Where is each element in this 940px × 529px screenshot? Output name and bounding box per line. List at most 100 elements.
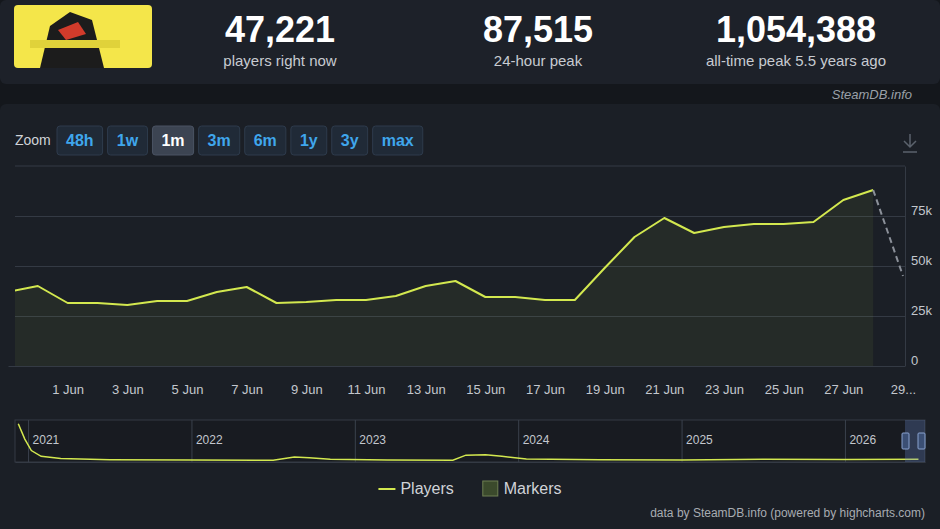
stat-value: 47,221 bbox=[225, 9, 335, 50]
navigator-x-tick: 2025 bbox=[682, 420, 713, 462]
x-tick-label: 19 Jun bbox=[586, 382, 625, 397]
x-tick-label: 17 Jun bbox=[526, 382, 565, 397]
y-tick-label: 50k bbox=[911, 253, 932, 268]
x-tick: 23 Jun bbox=[705, 366, 744, 397]
thumbnail-logo-band bbox=[30, 40, 120, 48]
zoom-button[interactable]: 1m bbox=[152, 126, 193, 155]
legend-label[interactable]: Players bbox=[400, 480, 453, 497]
navigator-x-tick-label: 2025 bbox=[686, 433, 713, 447]
x-tick-label: 27 Jun bbox=[824, 382, 863, 397]
navigator-plot bbox=[18, 424, 918, 460]
zoom-button-label[interactable]: 3m bbox=[208, 132, 231, 149]
x-tick: 9 Jun bbox=[291, 366, 323, 397]
x-tick: 3 Jun bbox=[112, 366, 144, 397]
zoom-button[interactable]: 3y bbox=[332, 126, 368, 155]
zoom-label: Zoom bbox=[15, 132, 51, 148]
x-tick: 15 Jun bbox=[466, 366, 505, 397]
legend-label[interactable]: Markers bbox=[504, 480, 562, 497]
thumbnail-background bbox=[14, 5, 152, 68]
grid-line bbox=[15, 216, 905, 217]
x-tick-label: 3 Jun bbox=[112, 382, 144, 397]
navigator-x-tick-label: 2022 bbox=[196, 433, 223, 447]
credit: data by SteamDB.info (powered by highcha… bbox=[650, 506, 925, 520]
navigator-x-axis: 2021 2022 2023 2024 2025 2026 bbox=[16, 420, 926, 463]
zoom-button-box[interactable] bbox=[332, 126, 368, 155]
selection-handle[interactable] bbox=[902, 433, 909, 449]
navigator-x-tick-label: 2024 bbox=[523, 433, 550, 447]
navigator-grid-line bbox=[355, 420, 356, 462]
zoom-button-box[interactable] bbox=[245, 126, 286, 155]
legend-swatch[interactable] bbox=[483, 481, 498, 496]
zoom-button-label[interactable]: 1y bbox=[300, 132, 318, 149]
x-tick-label: 5 Jun bbox=[172, 382, 204, 397]
zoom-button-label[interactable]: max bbox=[382, 132, 414, 149]
navigator-x-tick: 2024 bbox=[519, 420, 550, 462]
plot-frame-top bbox=[15, 166, 905, 167]
navigator-x-tick: 2023 bbox=[355, 420, 386, 462]
zoom-button-box[interactable] bbox=[108, 126, 148, 155]
download-icon[interactable] bbox=[903, 134, 917, 152]
zoom-button[interactable]: 48h bbox=[57, 126, 103, 155]
legend: Players Markers bbox=[378, 480, 561, 497]
navigator-grid-line bbox=[191, 420, 192, 462]
zoom-button[interactable]: 1y bbox=[291, 126, 327, 155]
x-tick-label: 7 Jun bbox=[231, 382, 263, 397]
x-tick: 5 Jun bbox=[172, 366, 204, 397]
stat-value: 87,515 bbox=[483, 9, 593, 50]
navigator-x-axis-line bbox=[16, 462, 926, 463]
chart-panel bbox=[0, 104, 940, 529]
x-tick-label: 11 Jun bbox=[347, 382, 385, 397]
navigator-grid-line bbox=[845, 420, 846, 462]
stat-label: all-time peak 5.5 years ago bbox=[706, 52, 886, 69]
x-tick: 13 Jun bbox=[407, 366, 446, 397]
navigator-x-tick-label: 2021 bbox=[33, 433, 60, 447]
y-tick-label: 0 bbox=[911, 353, 918, 368]
x-tick: 29... bbox=[891, 366, 916, 397]
zoom-button-label[interactable]: 48h bbox=[66, 132, 94, 149]
x-axis: 1 Jun 3 Jun 5 Jun 7 Jun 9 Jun 11 Jun 13 Jun 15 … bbox=[9, 366, 917, 397]
source-label: SteamDB.info bbox=[832, 87, 912, 102]
x-tick: 11 Jun bbox=[347, 366, 385, 397]
x-tick-label: 21 Jun bbox=[645, 382, 684, 397]
navigator-x-tick: 2021 bbox=[29, 420, 60, 462]
zoom-button-label[interactable]: 6m bbox=[254, 132, 277, 149]
selection-handle[interactable] bbox=[918, 433, 925, 449]
zoom-button[interactable]: 3m bbox=[199, 126, 240, 155]
x-tick: 19 Jun bbox=[586, 366, 625, 397]
zoom-button-label[interactable]: 1m bbox=[161, 132, 184, 149]
zoom-button-label[interactable]: 1w bbox=[117, 132, 139, 149]
zoom-button-box[interactable] bbox=[291, 126, 327, 155]
x-tick-label: 9 Jun bbox=[291, 382, 323, 397]
navigator-frame bbox=[15, 420, 925, 462]
series-line bbox=[873, 190, 903, 276]
x-tick-label: 13 Jun bbox=[407, 382, 446, 397]
x-tick: 27 Jun bbox=[824, 366, 863, 397]
zoom-button-box[interactable] bbox=[57, 126, 103, 155]
zoom-button-box[interactable] bbox=[373, 126, 423, 155]
x-tick-label: 25 Jun bbox=[765, 382, 804, 397]
stat: 47,221players right now bbox=[223, 9, 337, 69]
zoom-button[interactable]: 6m bbox=[245, 126, 286, 155]
legend-item[interactable]: Players bbox=[378, 480, 453, 497]
y-tick-label: 25k bbox=[911, 303, 932, 318]
x-tick-label: 15 Jun bbox=[466, 382, 505, 397]
page: 47,221players right now 87,515 24-hour pea… bbox=[0, 0, 940, 529]
zoom-button[interactable]: 1w bbox=[108, 126, 148, 155]
navigator-line bbox=[18, 424, 918, 460]
navigator-grid-line bbox=[28, 420, 29, 462]
x-tick: 1 Jun bbox=[52, 366, 84, 397]
legend-swatch[interactable] bbox=[378, 488, 395, 490]
stat: 87,515 24-hour peak bbox=[483, 9, 593, 69]
x-tick: 17 Jun bbox=[526, 366, 565, 397]
x-tick-label: 23 Jun bbox=[705, 382, 744, 397]
navigator-selection[interactable] bbox=[902, 420, 925, 462]
zoom-button-label[interactable]: 3y bbox=[341, 132, 359, 149]
zoom-button-box[interactable] bbox=[152, 126, 193, 155]
x-tick: 21 Jun bbox=[645, 366, 684, 397]
zoom-button-box[interactable] bbox=[199, 126, 240, 155]
zoom-button[interactable]: max bbox=[373, 126, 423, 155]
legend-item[interactable]: Markers bbox=[483, 480, 562, 497]
navigator-x-tick: 2026 bbox=[845, 420, 876, 462]
stat-label: 24-hour peak bbox=[494, 52, 583, 69]
navigator-grid-line bbox=[518, 420, 519, 462]
